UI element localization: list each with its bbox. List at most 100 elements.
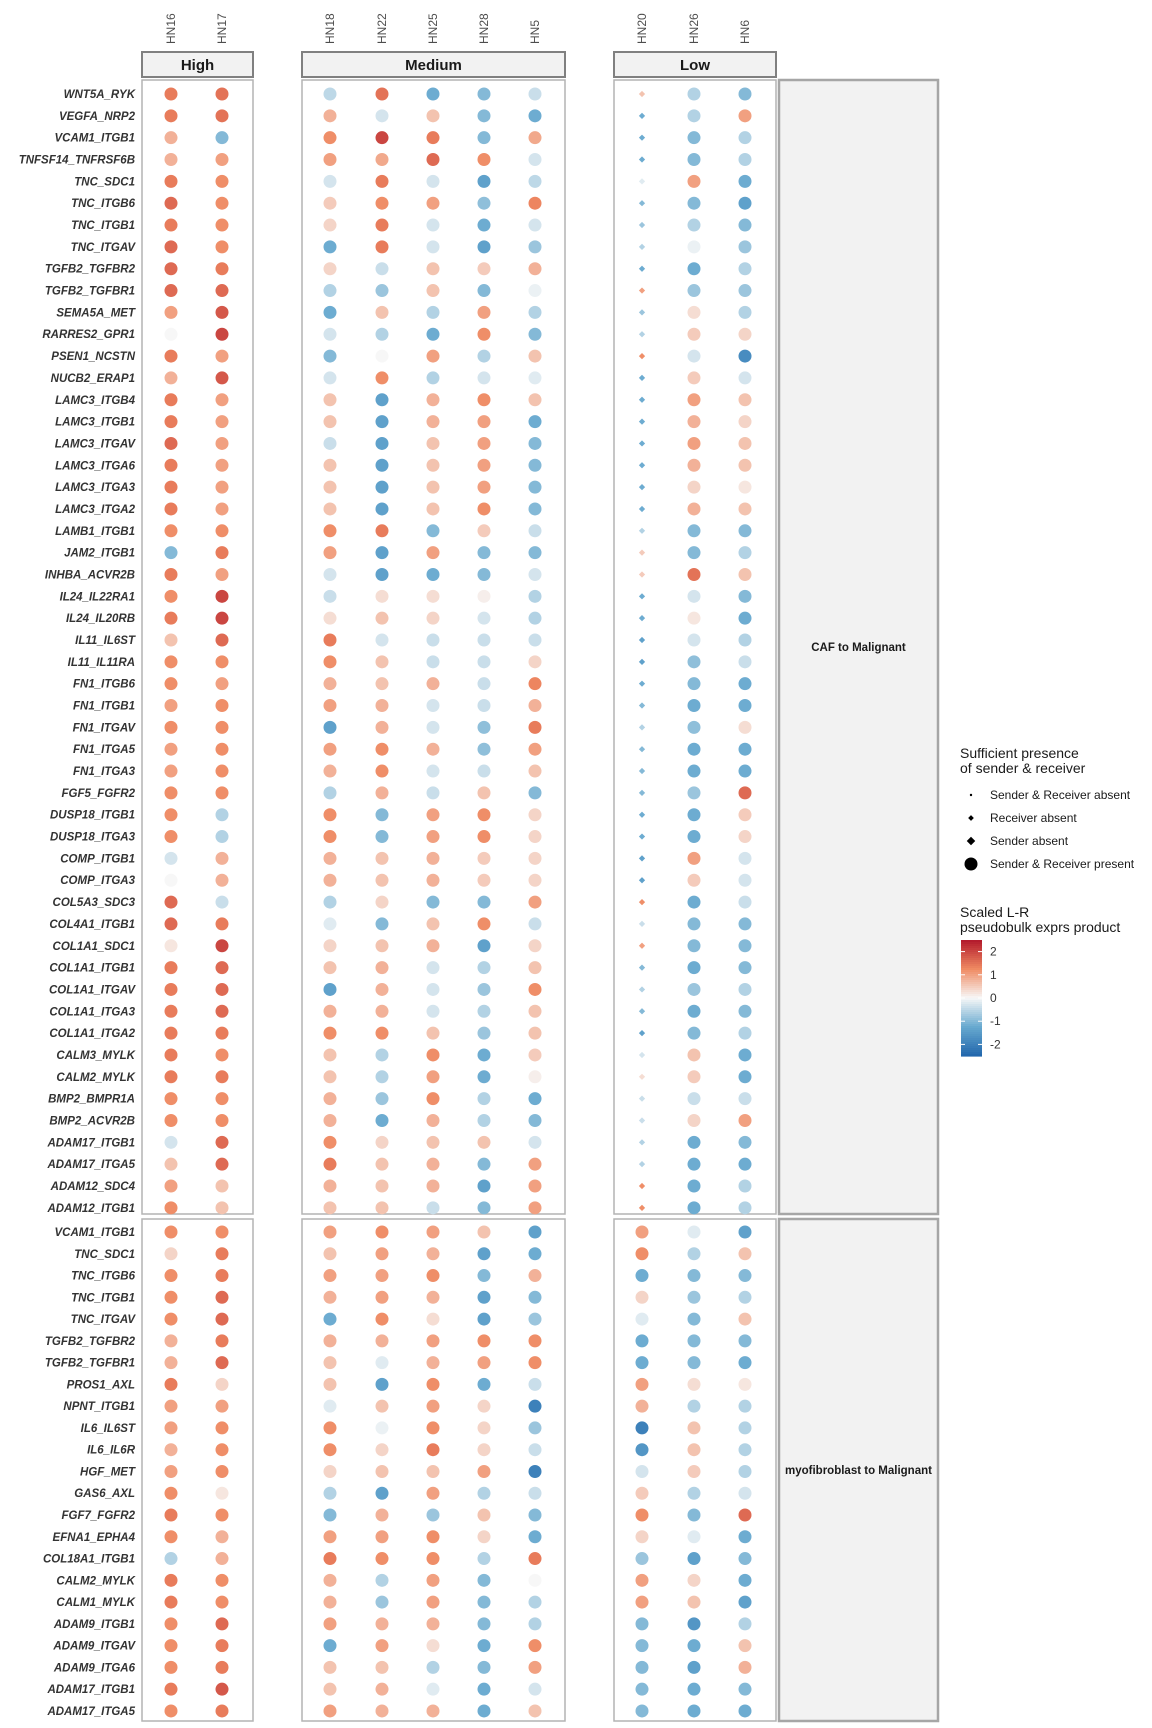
dot: [687, 240, 701, 254]
dot: [687, 1682, 701, 1696]
legend-color-bar: [961, 988, 982, 991]
dot: [687, 1443, 701, 1457]
dot: [477, 1486, 491, 1500]
dot: [426, 1508, 440, 1522]
dot: [164, 1157, 178, 1171]
dot: [638, 265, 646, 272]
dot: [638, 396, 646, 403]
dot: [738, 917, 752, 931]
dot: [426, 240, 440, 254]
dot: [638, 658, 646, 665]
dot: [528, 1135, 542, 1149]
dot: [528, 1682, 542, 1696]
dot: [738, 415, 752, 429]
dot: [738, 567, 752, 581]
dot: [738, 240, 752, 254]
column-label: HN28: [477, 13, 491, 44]
dot: [528, 873, 542, 887]
dot: [426, 1595, 440, 1609]
dot: [426, 1026, 440, 1040]
legend-tick-label: -1: [990, 1014, 1001, 1028]
legend-color-bar: [961, 940, 982, 943]
dot: [528, 218, 542, 232]
dot: [528, 1508, 542, 1522]
row-label: TNC_ITGAV: [71, 1314, 137, 1326]
legend-color-bar: [961, 998, 982, 1001]
dot: [215, 1092, 229, 1106]
dot: [687, 1004, 701, 1018]
dot: [687, 917, 701, 931]
dot: [215, 1443, 229, 1457]
dot: [528, 1617, 542, 1631]
dot: [738, 131, 752, 145]
dot: [426, 1639, 440, 1653]
dot: [375, 1464, 389, 1478]
dot: [638, 331, 646, 338]
dot: [426, 458, 440, 472]
legend-color-bar: [961, 976, 982, 979]
dot: [164, 1356, 178, 1370]
dot: [687, 1026, 701, 1040]
dot: [215, 677, 229, 691]
dot: [477, 218, 491, 232]
dot: [323, 1443, 337, 1457]
dot: [215, 240, 229, 254]
panel-label: myofibroblast to Malignant: [785, 1465, 932, 1477]
dot: [738, 1508, 752, 1522]
legend-color-bar: [961, 1032, 982, 1035]
dot: [323, 240, 337, 254]
legend-color-bar: [961, 942, 982, 945]
dot: [638, 615, 646, 622]
dot: [738, 1247, 752, 1261]
dot: [323, 1704, 337, 1718]
dot: [426, 1247, 440, 1261]
dot: [477, 611, 491, 625]
dot: [426, 131, 440, 145]
dot: [528, 1595, 542, 1609]
dot: [687, 284, 701, 298]
dot: [215, 611, 229, 625]
dot: [738, 1334, 752, 1348]
dot: [528, 1179, 542, 1193]
dot: [323, 502, 337, 516]
dot: [528, 1660, 542, 1674]
dot: [687, 1639, 701, 1653]
dot: [687, 1399, 701, 1413]
dot: [164, 196, 178, 210]
dot: [426, 917, 440, 931]
row-label: FN1_ITGB1: [73, 701, 135, 713]
dot: [687, 1157, 701, 1171]
dot: [164, 1573, 178, 1587]
dot: [164, 371, 178, 385]
dot: [687, 873, 701, 887]
dot: [164, 895, 178, 909]
dot: [477, 1704, 491, 1718]
dot: [164, 1179, 178, 1193]
dot: [323, 87, 337, 101]
dot: [215, 873, 229, 887]
dot: [426, 699, 440, 713]
dot: [687, 1421, 701, 1435]
dot: [638, 1182, 646, 1190]
dot: [215, 939, 229, 953]
dot: [375, 1334, 389, 1348]
dot: [687, 1660, 701, 1674]
legend-color-bar: [961, 972, 982, 975]
dot: [738, 1573, 752, 1587]
dot: [528, 502, 542, 516]
legend-color-bar: [961, 980, 982, 983]
dot: [164, 131, 178, 145]
dot: [477, 480, 491, 494]
dot: [638, 549, 646, 556]
dot: [528, 1399, 542, 1413]
dot: [164, 1004, 178, 1018]
group-strip: [141, 51, 254, 78]
dot: [638, 636, 646, 644]
dot: [738, 655, 752, 669]
dot: [477, 1070, 491, 1084]
dot: [528, 567, 542, 581]
legend-color-title: pseudobulk exprs product: [960, 919, 1120, 935]
dot: [477, 393, 491, 407]
dot: [738, 1092, 752, 1106]
dot: [738, 1617, 752, 1631]
